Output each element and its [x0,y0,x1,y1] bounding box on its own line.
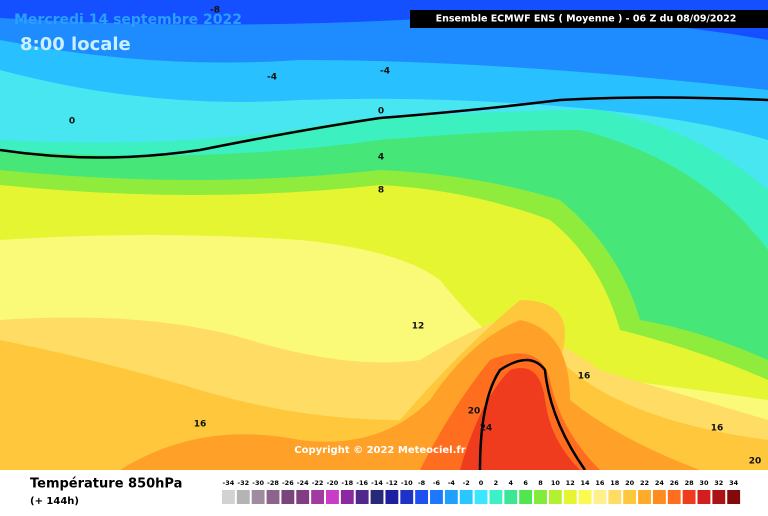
contour-label: 20 [749,457,762,467]
run-label: Ensemble ECMWF ENS ( Moyenne ) - 06 Z du… [436,14,737,25]
variable-label: Température 850hPa [30,477,182,492]
run-banner [410,10,768,28]
legend-swatch [593,490,607,504]
legend-swatch [281,490,295,504]
color-legend: -34 -32 -30 -28 -26 -24 -22 -20 -18 -16 -14 -12 -10-… [222,479,741,504]
legend-swatch [459,490,473,504]
legend-label: 24 [655,479,665,487]
contour-label: 16 [578,372,591,382]
legend-label: 34 [729,479,739,487]
legend-swatch [370,490,384,504]
legend-label: -26 [282,479,294,487]
legend-label: 2 [494,479,499,487]
legend-label: 30 [699,479,709,487]
legend-label: 18 [610,479,620,487]
legend-swatch [444,490,458,504]
legend-swatch [489,490,503,504]
legend-swatch [415,490,429,504]
legend-label: -34 [223,479,235,487]
legend-label: -8 [418,479,426,487]
legend-label: 16 [595,479,605,487]
lead-label: (+ 144h) [30,496,79,507]
legend-swatch [400,490,414,504]
legend-swatch [474,490,488,504]
legend-swatch [222,490,235,504]
legend-swatch [727,490,741,504]
contour-label: 0 [69,117,75,127]
legend-label: -14 [371,479,383,487]
legend-swatch [266,490,280,504]
legend-label: 32 [714,479,723,487]
legend-swatch [311,490,325,504]
legend-swatch [697,490,711,504]
legend-swatch [623,490,637,504]
legend-label: 10 [551,479,561,487]
legend-label: 26 [670,479,680,487]
time-label: 8:00 locale [20,34,131,55]
legend-label: 0 [479,479,484,487]
copyright: Copyright © 2022 Meteociel.fr [294,445,465,456]
legend-label: 22 [640,479,649,487]
legend-label: -20 [327,479,339,487]
legend-swatch [608,490,622,504]
legend-label: -18 [341,479,353,487]
legend-label: -16 [356,479,368,487]
legend-swatch [548,490,562,504]
legend-swatch [385,490,399,504]
contour-label: 20 [468,407,481,417]
legend-swatch [578,490,592,504]
contour-label: -4 [380,67,390,77]
contour-label: 8 [378,186,384,196]
legend-label: -10 [401,479,413,487]
contour-labels: -8 -4 -4 0 0 4 8 12 16 16 20 24 16 20 [69,6,761,467]
legend-swatch [296,490,310,504]
legend-swatch [340,490,354,504]
legend-label: -22 [312,479,324,487]
legend-label: -30 [252,479,264,487]
legend-label: 4 [509,479,514,487]
legend-label: -24 [297,479,309,487]
legend-swatch [355,490,369,504]
legend-swatch [519,490,533,504]
legend-label: 14 [581,479,591,487]
contour-label: 0 [378,107,384,117]
contour-label: -8 [210,6,220,16]
legend-swatch [563,490,577,504]
contour-label: -4 [267,73,277,83]
legend-swatch [504,490,518,504]
contour-label: 24 [480,424,493,434]
contour-label: 16 [194,420,207,430]
legend-swatch [534,490,547,504]
legend-swatch [236,490,250,504]
legend-label: 6 [523,479,528,487]
legend-label: 20 [625,479,635,487]
legend-swatch [430,490,443,504]
legend-swatch [712,490,726,504]
legend-label: -6 [433,479,441,487]
legend-label: 8 [538,479,543,487]
legend-label: 12 [566,479,575,487]
legend-label: -2 [463,479,470,487]
legend-label: -4 [448,479,456,487]
legend-swatch [667,490,681,504]
legend-swatch [638,490,651,504]
legend-label: -32 [237,479,249,487]
legend-swatch [682,490,696,504]
date-label: Mercredi 14 septembre 2022 [14,12,242,28]
legend-swatch [652,490,666,504]
contour-label: 16 [711,424,724,434]
legend-swatch [251,490,265,504]
contour-label: 4 [378,153,384,163]
legend-label: 28 [685,479,695,487]
contour-label: 12 [412,322,425,332]
legend-label: -28 [267,479,279,487]
legend-swatch [326,490,339,504]
legend-label: -12 [386,479,398,487]
map-background [0,0,768,471]
